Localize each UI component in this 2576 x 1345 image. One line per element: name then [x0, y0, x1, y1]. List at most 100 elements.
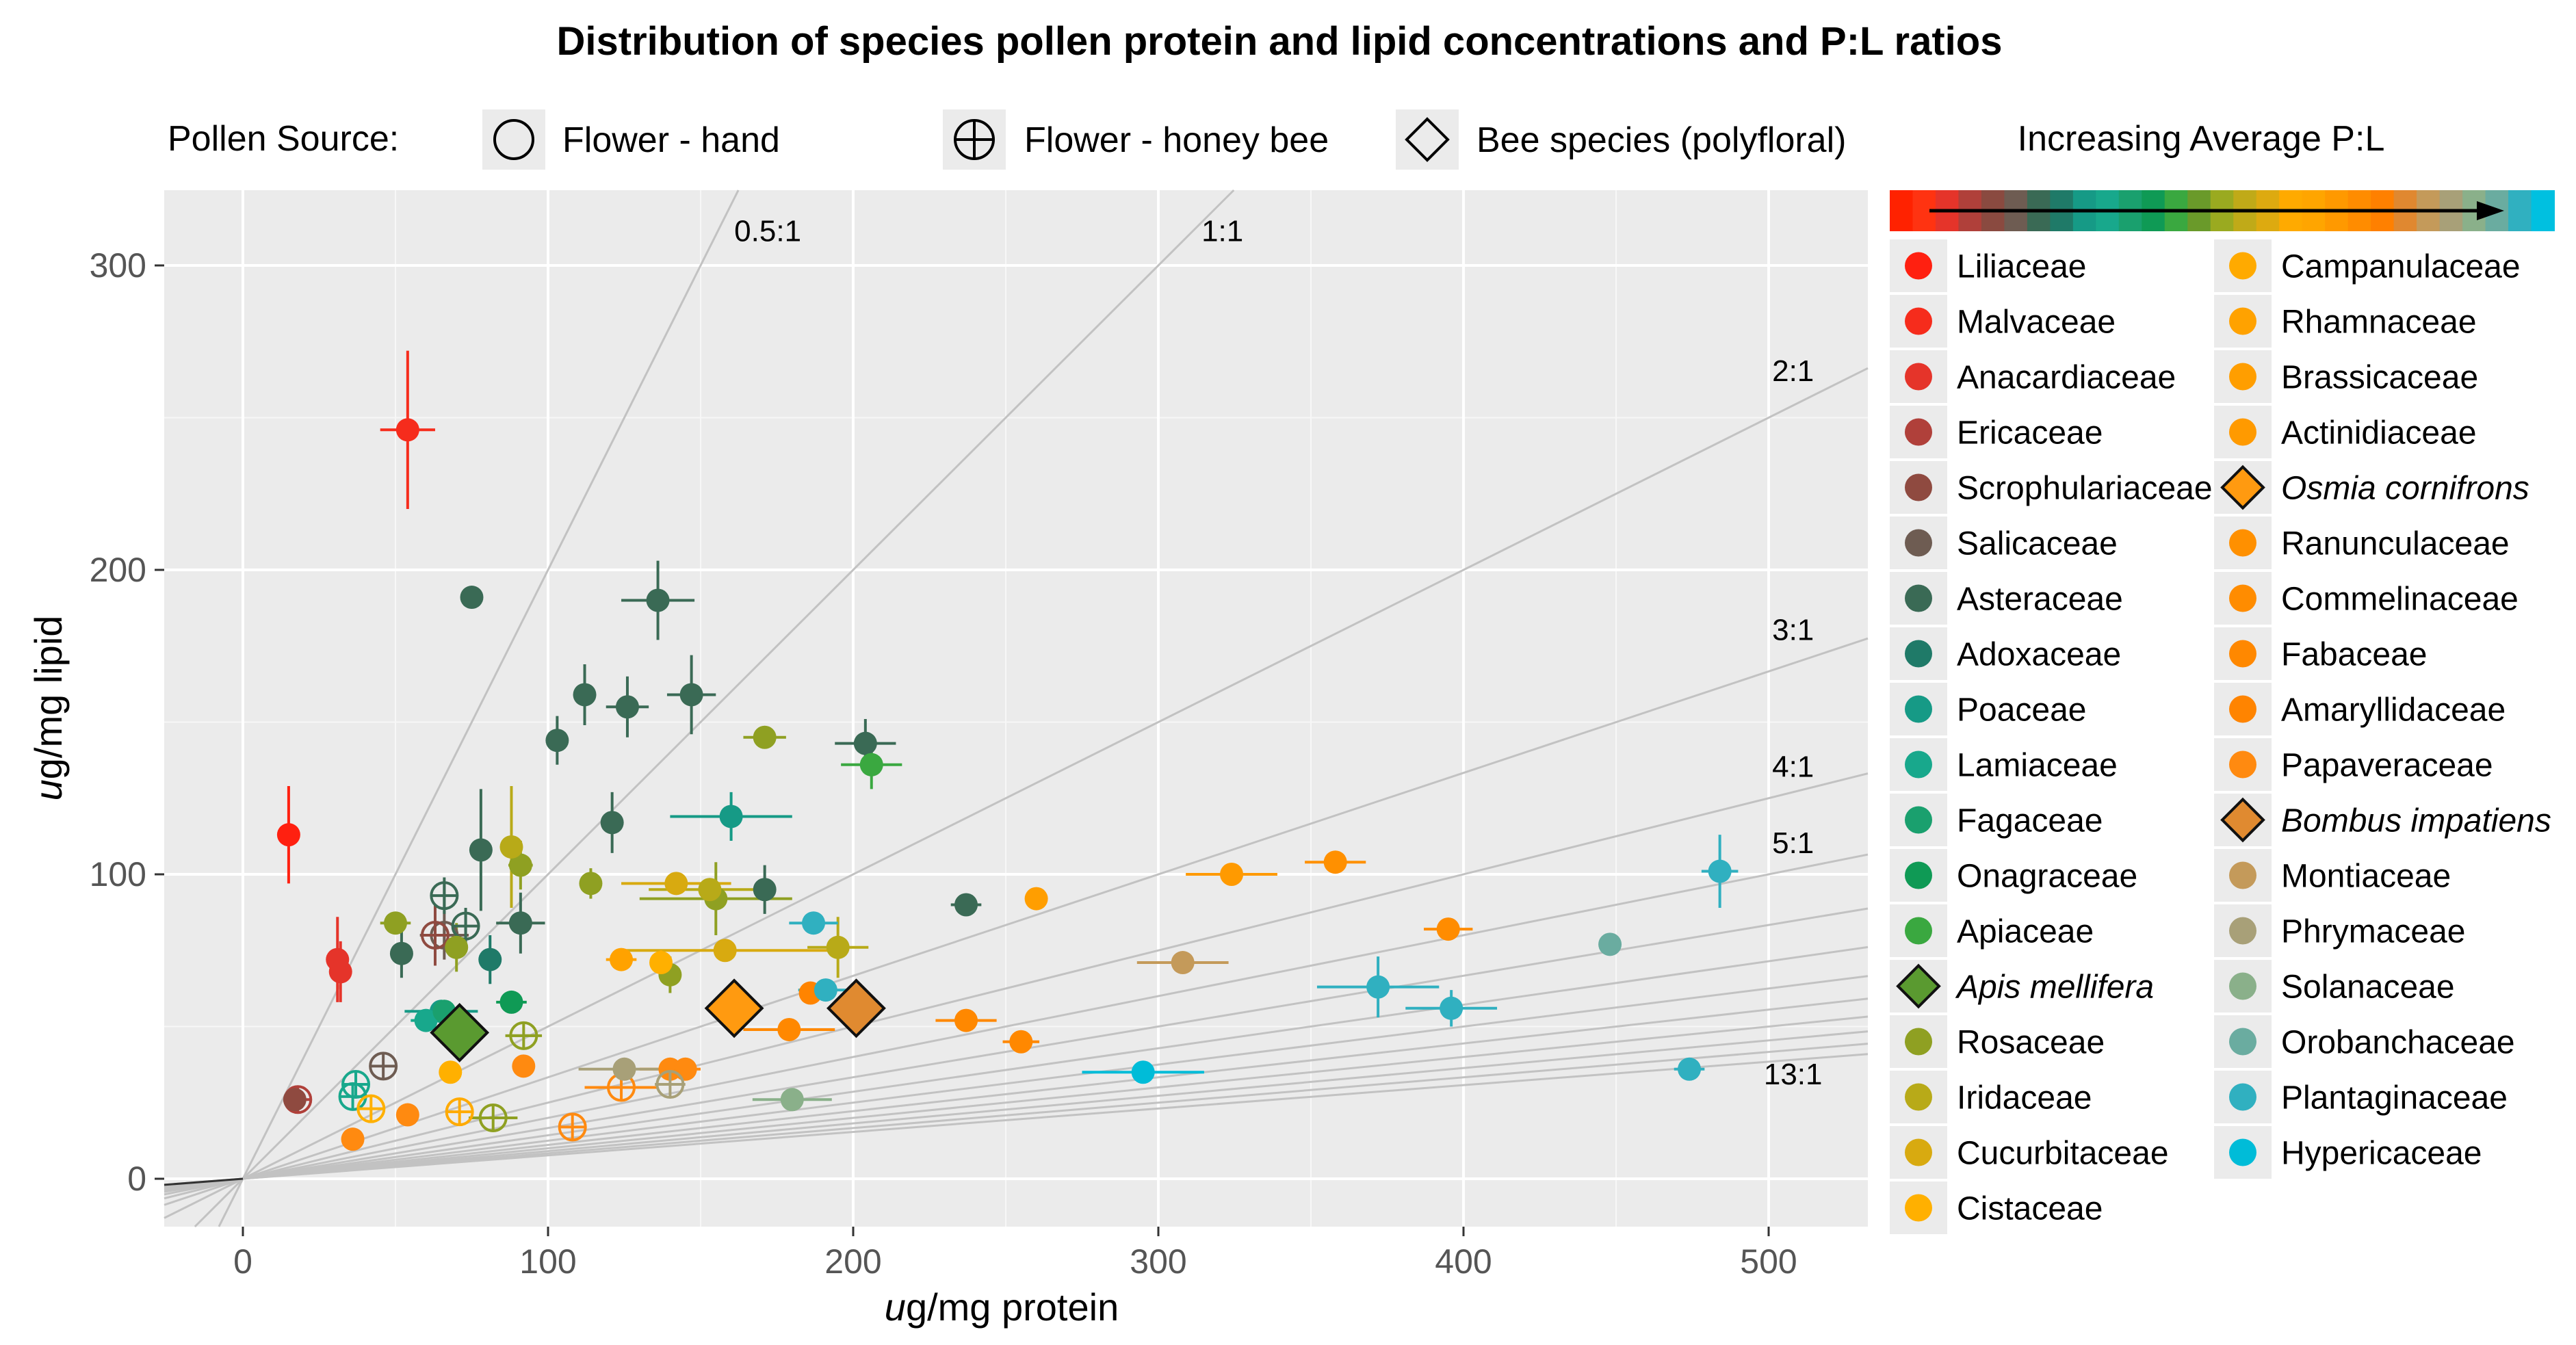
x-axis-title: ug/mg protein	[885, 1285, 1119, 1329]
x-tick-label: 100	[519, 1242, 576, 1281]
legend-dot-icon	[1905, 695, 1932, 723]
legend-dot-icon	[1905, 1194, 1932, 1222]
shape-legend-heading: Pollen Source:	[168, 119, 399, 159]
legend-dot-icon	[2229, 1138, 2256, 1166]
point-asteraceae	[954, 893, 978, 917]
ratio-line-13	[164, 1053, 1869, 1186]
ratio-label-2-1: 2:1	[1772, 354, 1814, 388]
point-asteraceae	[615, 695, 639, 719]
legend-dot-icon	[1905, 473, 1932, 501]
legend-label: Cistaceae	[1957, 1191, 2103, 1227]
axis-title-unit-prefix: u	[27, 779, 70, 800]
point-apis-mellifera	[430, 1002, 490, 1062]
point-asteraceae	[646, 588, 670, 612]
colorbar-arrow-head	[2477, 201, 2504, 220]
ratio-label-3-1: 3:1	[1772, 613, 1814, 647]
legend-item-lamiaceae: Lamiaceae	[1890, 738, 2118, 791]
colorbar-swatch	[2508, 190, 2532, 231]
x-axis: 0 100 200 300 400 500	[233, 1227, 1797, 1281]
point-brassicaceae	[1024, 887, 1048, 911]
point-adoxaceae	[478, 948, 502, 971]
legend-label: Hypericaceae	[2281, 1136, 2482, 1172]
legend-dot-icon	[2229, 363, 2256, 391]
point-scrophulariaceae	[420, 921, 450, 950]
y-tick-label: 0	[127, 1160, 146, 1198]
legend-dot-icon	[2229, 861, 2256, 889]
ratio-label-5-1: 5:1	[1772, 826, 1814, 860]
point-asteraceae	[389, 941, 413, 965]
legend-label: Malvaceae	[1957, 304, 2116, 341]
legend-dot-icon	[2229, 695, 2256, 723]
point-phrymaceae	[612, 1057, 636, 1081]
point-asteraceae	[573, 683, 597, 707]
legend-item-montiaceae: Montiaceae	[2214, 849, 2451, 902]
point-anacardiaceae	[328, 960, 352, 984]
point-papaveraceae	[558, 1112, 587, 1142]
point-scrophulariaceae	[283, 1088, 307, 1112]
legend-dot-icon	[1905, 363, 1932, 391]
shape-legend-label: Flower - hand	[562, 120, 780, 160]
legend-label: Phrymaceae	[2281, 914, 2465, 950]
point-poaceae	[719, 805, 743, 828]
shape-legend-item-flower-hand: Flower - hand	[482, 109, 780, 170]
point-liliaceae	[276, 823, 300, 847]
chart-title: Distribution of species pollen protein a…	[557, 19, 2003, 64]
ratio-line-lower-bound	[164, 1177, 244, 1186]
legend-label: Ranunculaceae	[2281, 526, 2510, 562]
legend-label: Solanaceae	[2281, 969, 2455, 1006]
colorbar-swatch	[1890, 190, 1914, 231]
point-asteraceae	[679, 683, 703, 707]
legend-item-rosaceae: Rosaceae	[1890, 1015, 2105, 1068]
legend-item-actinidiaceae: Actinidiaceae	[2214, 406, 2477, 458]
x-tick-label: 300	[1130, 1242, 1186, 1281]
legend-dot-icon	[1905, 1083, 1932, 1111]
legend-label: Orobanchaceae	[2281, 1025, 2515, 1061]
legend-dot-icon	[1905, 418, 1932, 446]
legend-item-salicaceae: Salicaceae	[1890, 517, 2118, 569]
point-rosaceae	[508, 853, 532, 877]
point-plantaginaceae	[1440, 996, 1463, 1020]
point-rhamnaceae	[610, 948, 634, 971]
point-plantaginaceae	[1366, 975, 1390, 999]
point-solanaceae	[780, 1088, 804, 1112]
point-iridaceae	[499, 835, 523, 859]
legend-label: Brassicaceae	[2281, 360, 2478, 396]
legend-dot-icon	[1905, 806, 1932, 834]
point-papaveraceae	[341, 1127, 365, 1151]
legend-label: Adoxaceae	[1957, 637, 2121, 673]
axis-title-text: g/mg protein	[906, 1285, 1119, 1329]
ratio-line-8	[164, 975, 1869, 1190]
ratio-line-5	[164, 853, 1869, 1196]
legend-item-iridaceae: Iridaceae	[1890, 1071, 2092, 1123]
legend-item-orobanchaceae: Orobanchaceae	[2214, 1015, 2515, 1068]
data-points	[276, 418, 1732, 1151]
legend-item-asteraceae: Asteraceae	[1890, 572, 2123, 625]
legend-label: Commelinaceae	[2281, 582, 2519, 618]
legend-dot-icon	[2229, 1028, 2256, 1056]
legend-dot-icon	[2229, 307, 2256, 335]
x-tick-label: 200	[824, 1242, 881, 1281]
point-cistaceae	[439, 1060, 463, 1084]
ratio-label-13-1: 13:1	[1764, 1058, 1823, 1091]
legend-dot-icon	[1905, 1028, 1932, 1056]
colorbar-label: Increasing Average P:L	[2018, 119, 2385, 159]
legend-item-amaryllidaceae: Amaryllidaceae	[2214, 683, 2506, 735]
legend-dot-icon	[1905, 861, 1932, 889]
legend-item-liliaceae: Liliaceae	[1890, 239, 2086, 292]
legend-label: Montiaceae	[2281, 859, 2451, 895]
point-asteraceae	[430, 881, 459, 911]
legend-item-ericaceae: Ericaceae	[1890, 406, 2103, 458]
y-axis: 0 100 200 300	[90, 246, 164, 1198]
ratio-line-1	[194, 189, 1235, 1228]
legend-item-cucurbitaceae: Cucurbitaceae	[1890, 1126, 2169, 1179]
legend-dot-icon	[2229, 418, 2256, 446]
point-cistaceae	[649, 951, 673, 975]
legend-dot-icon	[1905, 640, 1932, 668]
legend-label: Anacardiaceae	[1957, 360, 2176, 396]
point-asteraceae	[460, 586, 484, 610]
legend-label: Onagraceae	[1957, 859, 2137, 895]
legend-dot-icon	[1905, 1138, 1932, 1166]
legend-label: Poaceae	[1957, 692, 2087, 729]
shape-legend-key-bg	[482, 109, 545, 170]
legend-label: Fabaceae	[2281, 637, 2428, 673]
